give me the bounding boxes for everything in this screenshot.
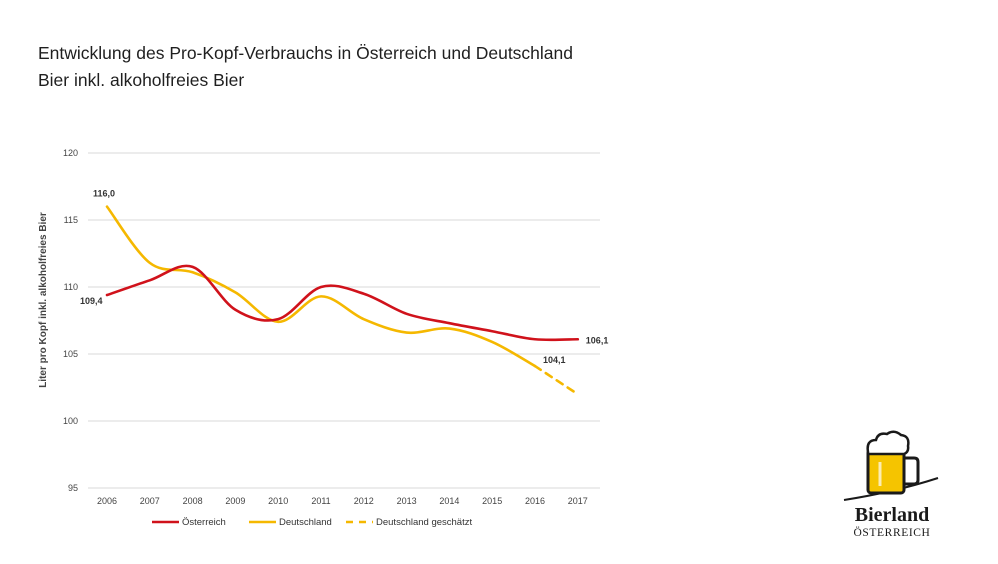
legend-label: Deutschland (279, 517, 332, 528)
chart-subtitle: Bier inkl. alkoholfreies Bier (38, 70, 245, 90)
x-tick-label: 2007 (140, 496, 160, 506)
legend-label: Deutschland geschätzt (376, 517, 472, 528)
x-tick-label: 2014 (439, 496, 459, 506)
x-tick-label: 2015 (482, 496, 502, 506)
y-tick-label: 115 (64, 215, 78, 225)
y-tick-label: 120 (63, 148, 78, 158)
data-label: 109,4 (80, 296, 103, 306)
data-labels: 109,4 106,1 116,0 104,1 (80, 189, 608, 365)
logo-subtitle: ÖSTERREICH (853, 527, 931, 539)
x-tick-label: 2009 (225, 496, 245, 506)
y-tick-label: 95 (68, 483, 78, 493)
x-tick-label: 2011 (311, 496, 330, 506)
x-tick-label: 2012 (354, 496, 374, 506)
x-axis-ticks: 2006 2007 2008 2009 2010 2011 2012 2013 2014 2015… (97, 496, 588, 506)
y-tick-label: 110 (64, 282, 78, 292)
series-line-oesterreich (105, 264, 580, 342)
grid-lines (88, 152, 600, 489)
logo-name: Bierland (854, 504, 930, 526)
series-line-deutschland-geschaetzt (533, 364, 580, 396)
legend: Österreich Deutschland Deutschland geschät… (152, 517, 472, 528)
x-tick-label: 2006 (97, 496, 117, 506)
y-axis-label: Liter pro Kopf inkl. alkoholfreies Bier (38, 212, 49, 388)
y-axis-ticks: 95 100 105 110 115 120 (63, 148, 78, 493)
x-tick-label: 2008 (183, 496, 203, 506)
data-label: 104,1 (543, 355, 566, 365)
beer-mug-icon (843, 430, 939, 501)
series-line-deutschland (105, 205, 537, 368)
x-tick-label: 2013 (397, 496, 417, 506)
y-tick-label: 100 (63, 416, 78, 426)
data-label: 116,0 (93, 189, 115, 199)
legend-label: Österreich (182, 517, 226, 528)
y-tick-label: 105 (63, 349, 78, 359)
x-tick-label: 2010 (268, 496, 288, 506)
data-label: 106,1 (586, 335, 609, 345)
series-lines (105, 205, 580, 396)
x-tick-label: 2017 (568, 496, 588, 506)
chart-title: Entwicklung des Pro-Kopf-Verbrauchs in Ö… (38, 43, 573, 63)
x-tick-label: 2016 (525, 496, 545, 506)
